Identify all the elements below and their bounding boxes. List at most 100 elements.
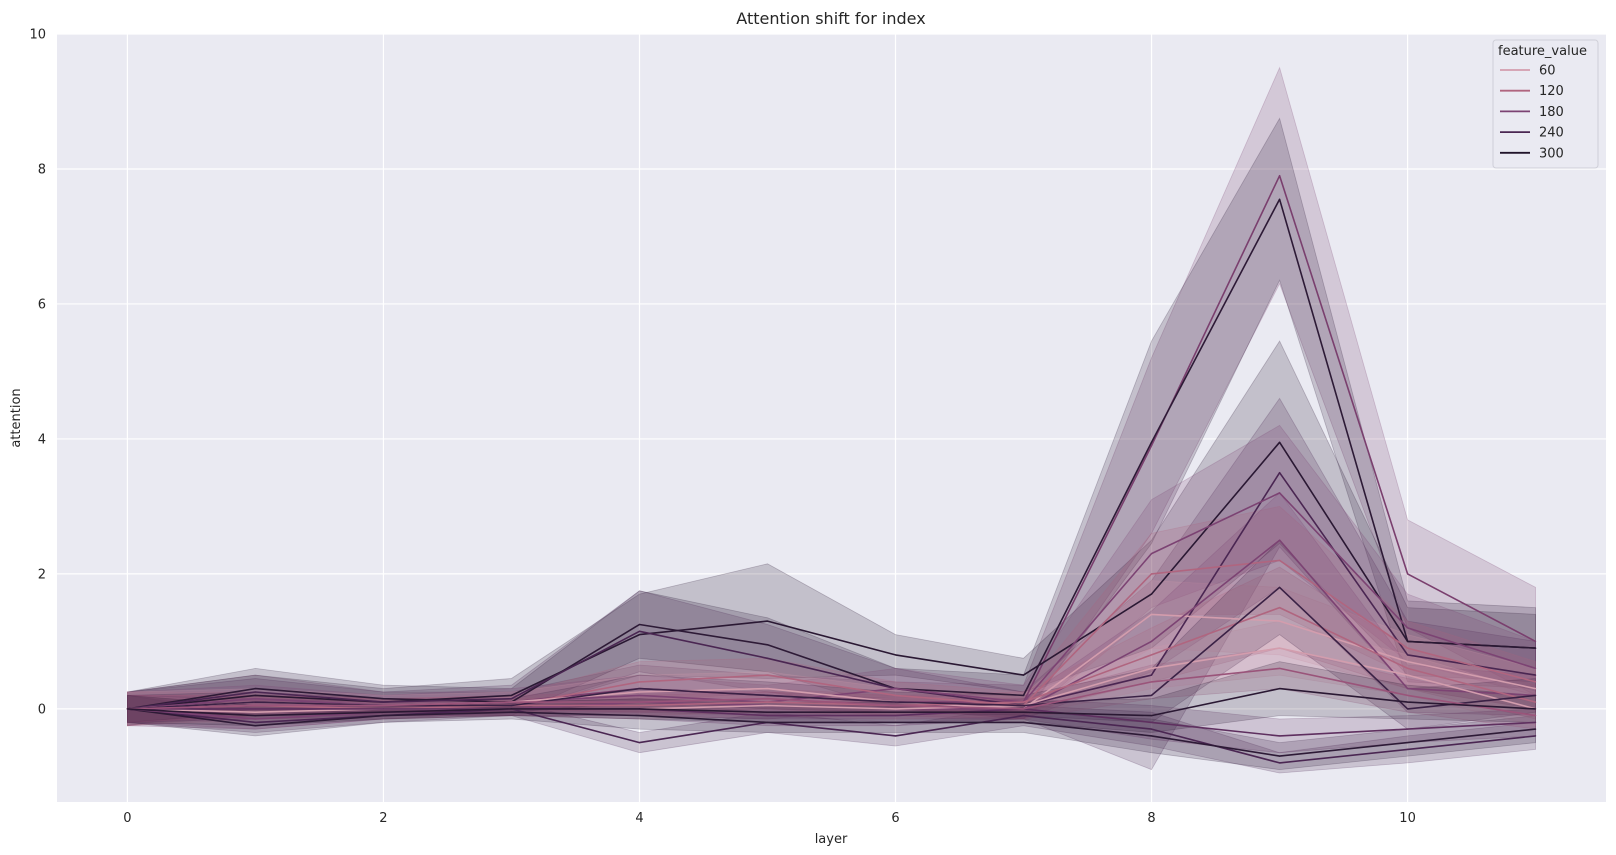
- data-point: [1150, 640, 1153, 643]
- data-point: [1150, 715, 1153, 717]
- data-point: [1279, 607, 1281, 609]
- data-point: [1407, 640, 1409, 643]
- legend-title: feature_value: [1498, 44, 1587, 59]
- data-point: [1535, 674, 1537, 676]
- data-point: [254, 715, 256, 717]
- data-point: [1535, 728, 1537, 730]
- data-point: [1022, 715, 1025, 717]
- data-point: [1150, 681, 1153, 683]
- data-point: [1279, 667, 1281, 670]
- data-point: [1407, 573, 1409, 575]
- data-point: [254, 698, 256, 700]
- data-point: [1535, 681, 1537, 683]
- data-point: [382, 704, 384, 707]
- data-point: [1535, 735, 1537, 737]
- data-point: [638, 694, 641, 697]
- data-point: [1022, 721, 1025, 724]
- data-point: [254, 691, 256, 693]
- y-tick-label: 8: [38, 162, 46, 177]
- data-point: [638, 715, 641, 717]
- data-point: [638, 701, 641, 703]
- series-band-8: [127, 694, 1536, 774]
- data-point: [638, 688, 641, 690]
- data-point: [638, 708, 641, 710]
- legend: feature_value 60 120 180 240 300: [1492, 39, 1599, 169]
- data-point: [1279, 688, 1281, 690]
- data-point: [254, 694, 256, 697]
- x-tick-label: 0: [123, 811, 131, 826]
- data-point: [254, 721, 256, 724]
- series-line-16: [127, 687, 1536, 717]
- data-point: [638, 691, 641, 693]
- data-point: [766, 721, 769, 724]
- data-point: [1150, 728, 1153, 730]
- series-line-9: [127, 708, 1536, 757]
- data-point: [254, 688, 256, 690]
- data-point: [1407, 701, 1409, 703]
- data-point: [1279, 735, 1281, 737]
- data-point: [894, 704, 897, 707]
- data-point: [1535, 688, 1537, 690]
- data-point: [766, 657, 769, 659]
- series-line-14: [127, 708, 1536, 737]
- data-point: [1150, 445, 1153, 447]
- data-point: [766, 701, 769, 703]
- data-point: [1535, 708, 1537, 710]
- data-point: [1022, 694, 1025, 697]
- data-point: [1022, 701, 1025, 703]
- data-point: [1279, 755, 1281, 757]
- y-axis-label: attention: [9, 388, 24, 447]
- legend-label: 180: [1539, 105, 1564, 120]
- data-point: [510, 698, 513, 700]
- grid-lines: [57, 33, 1606, 802]
- data-point: [1407, 627, 1409, 629]
- data-point: [254, 725, 256, 727]
- data-point: [1150, 674, 1153, 676]
- data-point: [1150, 441, 1153, 443]
- data-point: [510, 708, 513, 710]
- data-point: [254, 711, 256, 713]
- series-band-12: [127, 620, 1536, 727]
- data-point: [1407, 654, 1409, 656]
- data-point: [766, 715, 769, 717]
- y-tick-label: 10: [29, 28, 46, 43]
- chart-title: Attention shift for index: [736, 9, 925, 28]
- x-axis-label: layer: [815, 832, 848, 847]
- data-point: [894, 715, 897, 717]
- data-point: [1535, 721, 1537, 724]
- data-point: [1407, 647, 1409, 649]
- data-point: [1150, 573, 1153, 575]
- data-point: [1279, 198, 1281, 200]
- data-point: [510, 694, 513, 697]
- data-point: [510, 711, 513, 713]
- data-point: [382, 701, 384, 703]
- data-point: [1407, 674, 1409, 676]
- data-point: [1279, 586, 1281, 589]
- data-point: [766, 688, 769, 690]
- data-point: [894, 735, 897, 737]
- data-point: [1535, 640, 1537, 643]
- data-point: [1535, 647, 1537, 649]
- data-point: [638, 623, 641, 626]
- data-point: [126, 708, 128, 710]
- data-point: [254, 701, 256, 703]
- data-point: [1407, 728, 1409, 730]
- data-point: [1279, 647, 1281, 649]
- data-point: [894, 708, 897, 710]
- series-lines: [126, 174, 1537, 764]
- y-tick-label: 6: [38, 297, 46, 312]
- data-point: [1150, 735, 1153, 737]
- legend-label: 240: [1539, 126, 1564, 141]
- legend-label: 120: [1539, 84, 1564, 99]
- data-point: [1407, 667, 1409, 670]
- data-point: [1535, 667, 1537, 670]
- data-point: [638, 742, 641, 744]
- x-tick-label: 6: [891, 811, 899, 826]
- data-point: [894, 701, 897, 703]
- data-point: [1022, 674, 1025, 676]
- data-point: [766, 674, 769, 676]
- data-point: [254, 718, 256, 720]
- data-point: [766, 644, 769, 646]
- data-point: [1022, 711, 1025, 713]
- data-point: [1279, 620, 1281, 622]
